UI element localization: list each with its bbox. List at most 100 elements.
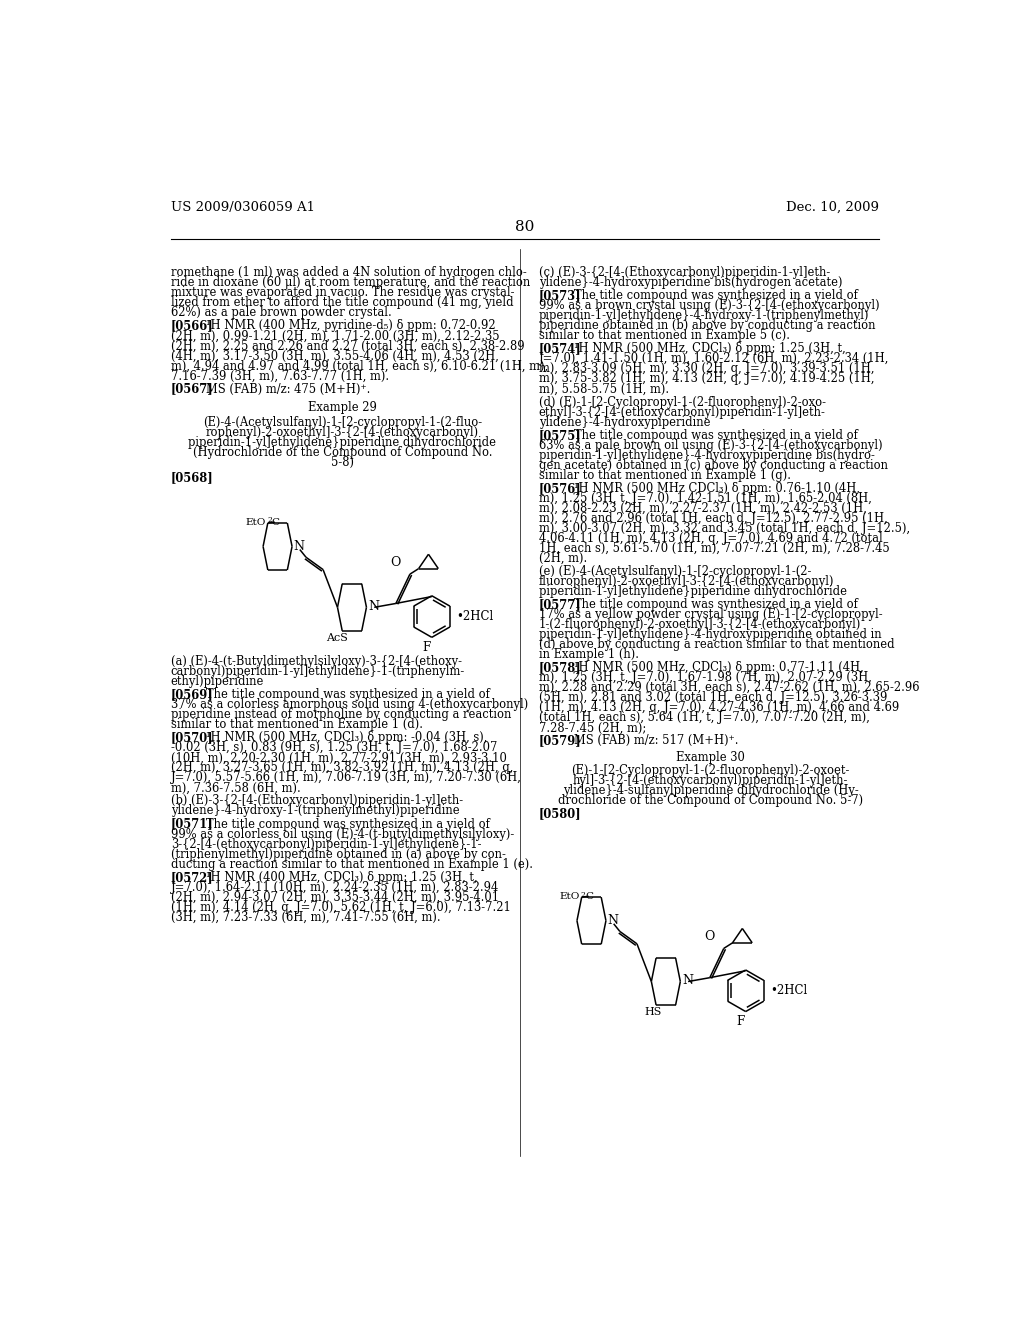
Text: ylidene}-4-hydroxypiperidine: ylidene}-4-hydroxypiperidine [539,416,711,429]
Text: [0571]: [0571] [171,817,213,830]
Text: HS: HS [644,1007,662,1018]
Text: Example 29: Example 29 [308,401,377,414]
Text: romethane (1 ml) was added a 4N solution of hydrogen chlo-: romethane (1 ml) was added a 4N solution… [171,267,526,280]
Text: piperidin-1-yl]ethylidene}piperidine dihydrochloride: piperidin-1-yl]ethylidene}piperidine dih… [188,437,497,449]
Text: (c) (E)-3-{2-[4-(Ethoxycarbonyl)piperidin-1-yl]eth-: (c) (E)-3-{2-[4-(Ethoxycarbonyl)piperidi… [539,267,830,280]
Text: (1H, m), 4.13 (2H, q, J=7.0), 4.27-4.36 (1H, m), 4.66 and 4.69: (1H, m), 4.13 (2H, q, J=7.0), 4.27-4.36 … [539,701,899,714]
Text: ducting a reaction similar to that mentioned in Example 1 (e).: ducting a reaction similar to that menti… [171,858,532,871]
Text: •2HCl: •2HCl [456,610,494,623]
Text: 80: 80 [515,220,535,234]
Text: (2H, m), 0.99-1.21 (2H, m), 1.71-2.00 (3H, m), 2.12-2.35: (2H, m), 0.99-1.21 (2H, m), 1.71-2.00 (3… [171,330,500,342]
Text: J=7.0), 5.57-5.66 (1H, m), 7.06-7.19 (3H, m), 7.20-7.30 (6H,: J=7.0), 5.57-5.66 (1H, m), 7.06-7.19 (3H… [171,771,521,784]
Text: Example 30: Example 30 [676,751,744,763]
Text: US 2009/0306059 A1: US 2009/0306059 A1 [171,201,314,214]
Text: EtO: EtO [245,517,265,527]
Text: drochloride of the Compound of Compound No. 5-7): drochloride of the Compound of Compound … [558,793,863,807]
Text: F: F [736,1015,744,1028]
Text: [0567]: [0567] [171,383,213,396]
Text: (b) (E)-3-{2-[4-(Ethoxycarbonyl)piperidin-1-yl]eth-: (b) (E)-3-{2-[4-(Ethoxycarbonyl)piperidi… [171,795,463,808]
Text: MS (FAB) m/z: 475 (M+H)⁺.: MS (FAB) m/z: 475 (M+H)⁺. [195,383,370,396]
Text: m), 2.28 and 2.29 (total 3H, each s), 2.47-2.62 (1H, m), 2.65-2.96: m), 2.28 and 2.29 (total 3H, each s), 2.… [539,681,920,694]
Text: [0578]: [0578] [539,661,582,675]
Text: The title compound was synthesized in a yield of: The title compound was synthesized in a … [562,289,857,302]
Text: ¹H NMR (400 MHz, CDCl₃) δ ppm: 1.25 (3H, t,: ¹H NMR (400 MHz, CDCl₃) δ ppm: 1.25 (3H,… [195,871,477,883]
Text: (triphenylmethyl)piperidine obtained in (a) above by con-: (triphenylmethyl)piperidine obtained in … [171,847,506,861]
Text: [0577]: [0577] [539,598,582,611]
Text: C: C [271,517,280,527]
Text: m), 4.94 and 4.97 and 4.99 (total 1H, each s), 6.10-6.21 (1H, m),: m), 4.94 and 4.97 and 4.99 (total 1H, ea… [171,359,548,372]
Text: MS (FAB) m/z: 517 (M+H)⁺.: MS (FAB) m/z: 517 (M+H)⁺. [562,734,738,747]
Text: piperidine instead of morpholine by conducting a reaction: piperidine instead of morpholine by cond… [171,708,511,721]
Text: •2HCl: •2HCl [770,985,807,997]
Text: ride in dioxane (60 μl) at room temperature, and the reaction: ride in dioxane (60 μl) at room temperat… [171,276,529,289]
Text: m), 7.36-7.58 (6H, m).: m), 7.36-7.58 (6H, m). [171,781,300,795]
Text: [0566]: [0566] [171,319,213,333]
Text: (d) above by conducting a reaction similar to that mentioned: (d) above by conducting a reaction simil… [539,638,894,651]
Text: J=7.0), 1.64-2.11 (10H, m), 2.24-2.35 (1H, m), 2.83-2.94: J=7.0), 1.64-2.11 (10H, m), 2.24-2.35 (1… [171,880,499,894]
Text: m), 2.83-3.09 (5H, m), 3.30 (2H, q, J=7.0), 3.39-3.51 (1H,: m), 2.83-3.09 (5H, m), 3.30 (2H, q, J=7.… [539,363,874,375]
Text: ylidene}-4-hydroxypiperidine bis(hydrogen acetate): ylidene}-4-hydroxypiperidine bis(hydroge… [539,276,843,289]
Text: AcS: AcS [327,634,348,643]
Text: [0580]: [0580] [539,807,582,820]
Text: The title compound was synthesized in a yield of: The title compound was synthesized in a … [562,598,857,611]
Text: m), 3.75-3.82 (1H, m), 4.13 (2H, q, J=7.0), 4.19-4.25 (1H,: m), 3.75-3.82 (1H, m), 4.13 (2H, q, J=7.… [539,372,874,385]
Text: mixture was evaporated in vacuo. The residue was crystal-: mixture was evaporated in vacuo. The res… [171,286,514,300]
Text: [0579]: [0579] [539,734,582,747]
Text: C: C [586,892,594,900]
Text: 37% as a colorless amorphous solid using 4-(ethoxycarbonyl): 37% as a colorless amorphous solid using… [171,698,528,711]
Text: 99% as a colorless oil using (E)-4-(t-butyldimethylsilyloxy)-: 99% as a colorless oil using (E)-4-(t-bu… [171,828,514,841]
Text: (total 1H, each s), 5.64 (1H, t, J=7.0), 7.07-7.20 (2H, m),: (total 1H, each s), 5.64 (1H, t, J=7.0),… [539,711,869,725]
Text: -0.02 (3H, s), 0.83 (9H, s), 1.25 (3H, t, J=7.0), 1.68-2.07: -0.02 (3H, s), 0.83 (9H, s), 1.25 (3H, t… [171,742,497,754]
Text: piperidin-1-yl]ethylidene}-4-hydroxypiperidine obtained in: piperidin-1-yl]ethylidene}-4-hydroxypipe… [539,628,882,642]
Text: EtO: EtO [559,892,580,900]
Text: similar to that mentioned in Example 5 (c).: similar to that mentioned in Example 5 (… [539,330,790,342]
Text: 7.28-7.45 (2H, m);: 7.28-7.45 (2H, m); [539,721,646,734]
Text: (1H, m), 4.14 (2H, q, J=7.0), 5.62 (1H, t, J=6.0), 7.13-7.21: (1H, m), 4.14 (2H, q, J=7.0), 5.62 (1H, … [171,900,511,913]
Text: 99% as a brown crystal using (E)-3-{2-[4-(ethoxycarbonyl): 99% as a brown crystal using (E)-3-{2-[4… [539,300,880,313]
Text: (2H, m), 3.27-3.65 (1H, m), 3.82-3.92 (1H, m), 4.13 (2H, q,: (2H, m), 3.27-3.65 (1H, m), 3.82-3.92 (1… [171,762,513,775]
Text: [0572]: [0572] [171,871,213,883]
Text: O: O [390,556,400,569]
Text: [0574]: [0574] [539,342,582,355]
Text: ¹H NMR (500 MHz, CDCl₃) δ ppm: 1.25 (3H, t,: ¹H NMR (500 MHz, CDCl₃) δ ppm: 1.25 (3H,… [562,342,846,355]
Text: N: N [368,601,379,612]
Text: N: N [682,974,693,987]
Text: The title compound was synthesized in a yield of: The title compound was synthesized in a … [562,429,857,442]
Text: 5-8): 5-8) [331,457,353,470]
Text: piperidin-1-yl]ethylidene}piperidine dihydrochloride: piperidin-1-yl]ethylidene}piperidine dih… [539,585,847,598]
Text: m), 1.25 (3H, t, J=7.0), 1.42-1.51 (1H, m), 1.65-2.04 (8H,: m), 1.25 (3H, t, J=7.0), 1.42-1.51 (1H, … [539,492,871,504]
Text: piperidine obtained in (b) above by conducting a reaction: piperidine obtained in (b) above by cond… [539,319,876,333]
Text: similar to that mentioned in Example 1 (d).: similar to that mentioned in Example 1 (… [171,718,423,731]
Text: rophenyl)-2-oxoethyl]-3-{2-[4-(ethoxycarbonyl): rophenyl)-2-oxoethyl]-3-{2-[4-(ethoxycar… [206,426,479,440]
Text: 7.16-7.39 (3H, m), 7.63-7.77 (1H, m).: 7.16-7.39 (3H, m), 7.63-7.77 (1H, m). [171,370,389,383]
Text: (e) (E)-4-(Acetylsulfanyl)-1-[2-cyclopropyl-1-(2-: (e) (E)-4-(Acetylsulfanyl)-1-[2-cyclopro… [539,565,811,578]
Text: O: O [705,931,715,942]
Text: (2H, m), 2.94-3.07 (2H, m), 3.35-3.44 (2H, m), 3.95-4.01: (2H, m), 2.94-3.07 (2H, m), 3.35-3.44 (2… [171,891,499,904]
Text: ¹H NMR (500 MHz CDCl₃) δ ppm: 0.76-1.10 (4H,: ¹H NMR (500 MHz CDCl₃) δ ppm: 0.76-1.10 … [562,482,860,495]
Text: (10H, m), 2.20-2.30 (1H, m), 2.77-2.91 (3H, m), 2.93-3.10: (10H, m), 2.20-2.30 (1H, m), 2.77-2.91 (… [171,751,507,764]
Text: 2: 2 [581,891,586,899]
Text: lized from ether to afford the title compound (41 mg, yield: lized from ether to afford the title com… [171,296,513,309]
Text: (a) (E)-4-(t-Butyldimethylsilyloxy)-3-{2-[4-(ethoxy-: (a) (E)-4-(t-Butyldimethylsilyloxy)-3-{2… [171,655,462,668]
Text: fluorophenyl)-2-oxoethyl]-3-{2-[4-(ethoxycarbonyl): fluorophenyl)-2-oxoethyl]-3-{2-[4-(ethox… [539,576,835,587]
Text: ¹H NMR (500 MHz, CDCl₃) δ ppm: 0.77-1.11 (4H,: ¹H NMR (500 MHz, CDCl₃) δ ppm: 0.77-1.11… [562,661,863,675]
Text: (5H, m), 2.81 and 3.02 (total 1H, each d, J=12.5), 3.26-3.39: (5H, m), 2.81 and 3.02 (total 1H, each d… [539,692,887,705]
Text: 4.06-4.11 (1H, m), 4.13 (2H, q, J=7.0), 4.69 and 4.72 (total: 4.06-4.11 (1H, m), 4.13 (2H, q, J=7.0), … [539,532,883,545]
Text: 3-{2-[4-(ethoxycarbonyl)piperidin-1-yl]ethylidene}-1-: 3-{2-[4-(ethoxycarbonyl)piperidin-1-yl]e… [171,837,481,850]
Text: (4H, m), 3.17-3.50 (3H, m), 3.55-4.06 (4H, m), 4.53 (2H,: (4H, m), 3.17-3.50 (3H, m), 3.55-4.06 (4… [171,350,499,363]
Text: similar to that mentioned in Example 1 (g).: similar to that mentioned in Example 1 (… [539,469,791,482]
Text: ylidene}-4-sulfanylpiperidine dihydrochloride (Hy-: ylidene}-4-sulfanylpiperidine dihydrochl… [562,784,858,797]
Text: 17% as a yellow powder crystal using (E)-1-[2-cyclopropyl-: 17% as a yellow powder crystal using (E)… [539,609,883,622]
Text: carbonyl)piperidin-1-yl]ethylidene}-1-(triphenylm-: carbonyl)piperidin-1-yl]ethylidene}-1-(t… [171,665,465,678]
Text: in Example 1 (h).: in Example 1 (h). [539,648,639,661]
Text: [0570]: [0570] [171,731,213,744]
Text: 1H, each s), 5.61-5.70 (1H, m), 7.07-7.21 (2H, m), 7.28-7.45: 1H, each s), 5.61-5.70 (1H, m), 7.07-7.2… [539,543,890,554]
Text: ylidene}-4-hydroxy-1-(triphenylmethyl)piperidine: ylidene}-4-hydroxy-1-(triphenylmethyl)pi… [171,804,459,817]
Text: (E)-4-(Acetylsulfanyl)-1-[2-cyclopropyl-1-(2-fluo-: (E)-4-(Acetylsulfanyl)-1-[2-cyclopropyl-… [203,416,482,429]
Text: m), 1.25 (3H, t, J=7.0), 1.67-1.98 (7H, m), 2.07-2.29 (3H,: m), 1.25 (3H, t, J=7.0), 1.67-1.98 (7H, … [539,671,871,684]
Text: 2: 2 [267,516,272,524]
Text: N: N [294,540,304,553]
Text: (Hydrochloride of the Compound of Compound No.: (Hydrochloride of the Compound of Compou… [193,446,493,459]
Text: m), 2.08-2.23 (2H, m), 2.27-2.37 (1H, m), 2.42-2.53 (1H,: m), 2.08-2.23 (2H, m), 2.27-2.37 (1H, m)… [539,502,866,515]
Text: (2H, m), 2.25 and 2.26 and 2.27 (total 3H, each s), 2.38-2.89: (2H, m), 2.25 and 2.26 and 2.27 (total 3… [171,339,524,352]
